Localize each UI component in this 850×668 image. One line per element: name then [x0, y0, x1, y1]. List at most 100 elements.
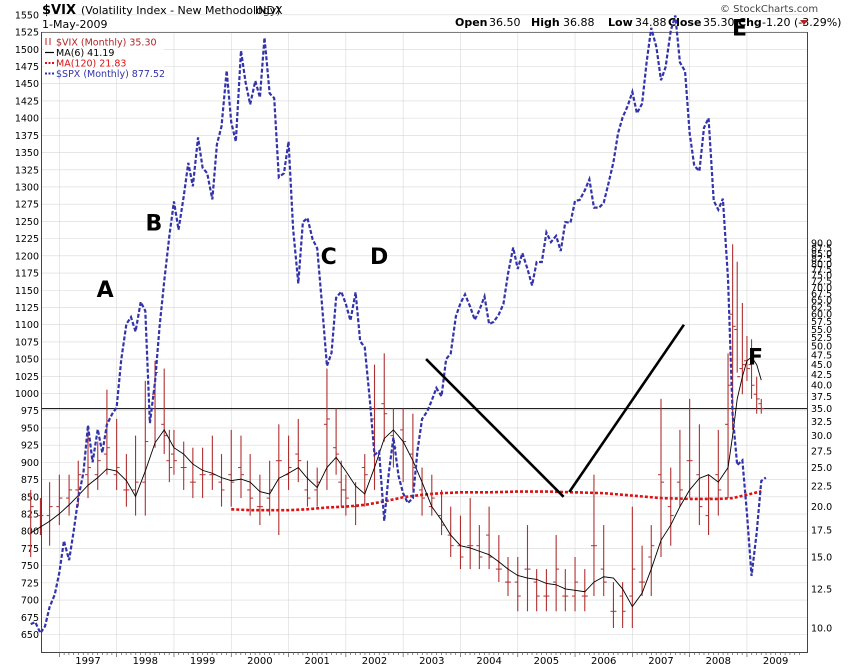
ma120-line	[231, 490, 762, 512]
right-tick-label: 67.5	[811, 289, 832, 300]
symbol: $VIX	[42, 3, 76, 18]
left-tick-label: 1050	[15, 355, 39, 366]
right-tick-label: 47.5	[811, 351, 832, 362]
credit: © StockCharts.com	[720, 4, 818, 15]
x-tick-label: 2005	[534, 656, 559, 667]
right-tick-label: 70.0	[811, 283, 832, 294]
right-tick-label: 27.5	[811, 446, 832, 457]
left-tick-label: 750	[21, 561, 39, 572]
left-tick-label: 1125	[15, 303, 39, 314]
open-value: 36.50	[489, 16, 521, 29]
vix-bars	[27, 244, 765, 628]
right-tick-label: 17.5	[811, 526, 832, 537]
exchange: INDX	[255, 4, 283, 17]
annotation-letters: A B C D E F	[97, 17, 763, 371]
ma120-series	[231, 490, 762, 512]
right-tick-label: 72.5	[811, 277, 832, 288]
left-tick-label: 1075	[15, 337, 39, 348]
left-tick-label: 700	[21, 596, 39, 607]
legend-entry: $SPX (Monthly) 877.52	[56, 69, 165, 80]
right-tick-label: 32.5	[811, 417, 832, 428]
left-tick-label: 850	[21, 492, 39, 503]
right-tick-label: 15.0	[811, 553, 832, 564]
trendline	[425, 358, 565, 498]
right-tick-label: 57.5	[811, 317, 832, 328]
x-tick-label: 2001	[304, 656, 329, 667]
legend-entry: MA(120) 21.83	[56, 59, 126, 70]
high-label: High	[531, 16, 560, 29]
x-tick-label: 1999	[190, 656, 215, 667]
right-tick-label: 80.0	[811, 259, 832, 270]
left-tick-label: 650	[21, 630, 39, 641]
left-tick-label: 1100	[15, 320, 39, 331]
left-tick-label: 800	[21, 527, 39, 538]
annotation-label-b: B	[146, 211, 163, 236]
legend-entry: MA(6) 41.19	[56, 48, 114, 59]
right-axis: 10.0 12.5 15.0 17.5 20.0 22.5 25.0 27.5 30.0 32.5…	[811, 239, 832, 635]
annotation-label-f: F	[748, 346, 763, 371]
legend-entry: $VIX (Monthly) 35.30	[56, 38, 157, 49]
left-tick-label: 1025	[15, 372, 39, 383]
trendline	[568, 323, 685, 493]
x-tick-label: 2006	[591, 656, 616, 667]
left-axis: 650 675 700 725 750 775 800 825 850 875 900 925 950 9…	[15, 10, 39, 641]
x-tick-label: 2008	[706, 656, 731, 667]
low-label: Low	[608, 16, 633, 29]
right-tick-label: 82.5	[811, 254, 832, 265]
right-tick-label: 62.5	[811, 303, 832, 314]
right-tick-label: 52.5	[811, 333, 832, 344]
left-tick-label: 875	[21, 475, 39, 486]
right-tick-label: 55.0	[811, 325, 832, 336]
right-tick-label: 45.0	[811, 360, 832, 371]
chart-header: $VIX (Volatility Index - New Methodology…	[42, 3, 841, 31]
right-tick-label: 75.0	[811, 271, 832, 282]
right-tick-label: 30.0	[811, 431, 832, 442]
ma6-series	[30, 356, 762, 608]
right-tick-label: 22.5	[811, 482, 832, 493]
chg-label: Chg	[738, 16, 762, 29]
right-tick-label: 10.0	[811, 624, 832, 635]
x-tick-label: 2002	[362, 656, 387, 667]
grid	[42, 14, 807, 652]
left-tick-label: 1450	[15, 79, 39, 90]
open-label: Open	[455, 16, 488, 29]
annotation-label-a: A	[97, 278, 114, 303]
left-tick-label: 1375	[15, 131, 39, 142]
x-tick-label: 1997	[75, 656, 100, 667]
left-tick-label: 1300	[15, 182, 39, 193]
x-tick-label: 1998	[133, 656, 158, 667]
left-tick-label: 1500	[15, 45, 39, 56]
right-tick-label: 87.5	[811, 244, 832, 255]
left-tick-label: 1325	[15, 165, 39, 176]
right-tick-label: 25.0	[811, 463, 832, 474]
left-tick-label: 1200	[15, 251, 39, 262]
right-tick-label: 42.5	[811, 370, 832, 381]
right-tick-label: 60.0	[811, 310, 832, 321]
x-axis: 1997 1998 1999 2000 2001 2002 2003 2004 2005 2006…	[58, 652, 800, 667]
annotation-label-d: D	[370, 245, 388, 270]
left-tick-label: 900	[21, 458, 39, 469]
x-tick-label: 2007	[648, 656, 673, 667]
right-tick-label: 77.5	[811, 265, 832, 276]
annotation-label-c: C	[321, 245, 337, 270]
ohlc-readout: Open 36.50 High 36.88 Low 34.88 Close 35…	[455, 16, 841, 29]
left-tick-label: 1425	[15, 96, 39, 107]
left-tick-label: 1250	[15, 217, 39, 228]
left-tick-label: 1550	[15, 10, 39, 21]
x-tick-label: 2009	[763, 656, 788, 667]
left-tick-label: 1525	[15, 28, 39, 39]
left-tick-label: 1475	[15, 62, 39, 73]
down-arrow-icon	[800, 20, 808, 25]
right-tick-label: 37.5	[811, 392, 832, 403]
right-tick-label: 12.5	[811, 584, 832, 595]
x-tick-label: 2004	[476, 656, 501, 667]
right-tick-label: 65.0	[811, 296, 832, 307]
right-tick-label: 40.0	[811, 381, 832, 392]
date-label: 1-May-2009	[42, 18, 107, 31]
left-tick-label: 825	[21, 510, 39, 521]
index-name: (Volatility Index - New Methodology)	[81, 4, 281, 17]
left-tick-label: 975	[21, 406, 39, 417]
left-tick-label: 1175	[15, 269, 39, 280]
